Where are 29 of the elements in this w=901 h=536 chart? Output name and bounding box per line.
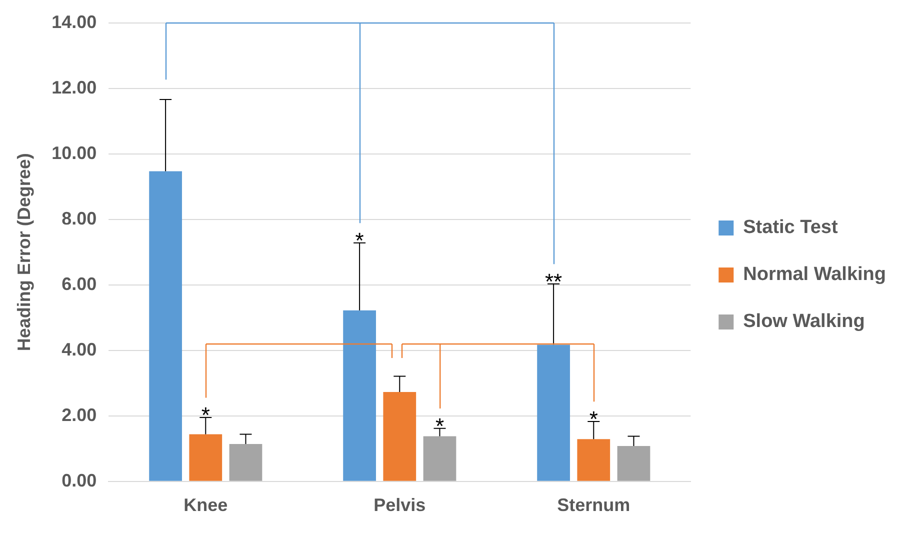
bar [189,434,222,481]
y-tick-label: 0.00 [62,470,97,490]
annotation: * [355,228,364,253]
bar [343,310,376,481]
bar [229,444,262,481]
bar [149,171,182,481]
y-axis-title: Heading Error (Degree) [14,153,34,352]
annotation: * [435,413,444,438]
bar [617,446,650,481]
legend-label: Static Test [743,217,838,238]
y-tick-label: 14.00 [52,12,97,32]
y-tick-label: 8.00 [62,208,97,228]
legend-label: Normal Walking [743,264,886,286]
bar [423,436,456,481]
y-tick-label: 12.00 [52,77,97,98]
legend-label: Slow Walking [743,311,865,332]
bar [537,344,570,481]
annotation: * [589,406,598,432]
y-tick-label: 6.00 [62,274,97,294]
x-tick-label: Knee [184,495,228,516]
bar [383,392,416,481]
annotation: ** [544,268,563,294]
bar [577,439,610,481]
x-tick-label: Pelvis [374,495,426,516]
x-tick-label: Sternum [557,495,630,516]
annotation: * [201,402,210,428]
y-tick-label: 4.00 [62,339,97,360]
y-tick-label: 2.00 [62,404,97,425]
y-tick-label: 10.00 [52,142,97,163]
